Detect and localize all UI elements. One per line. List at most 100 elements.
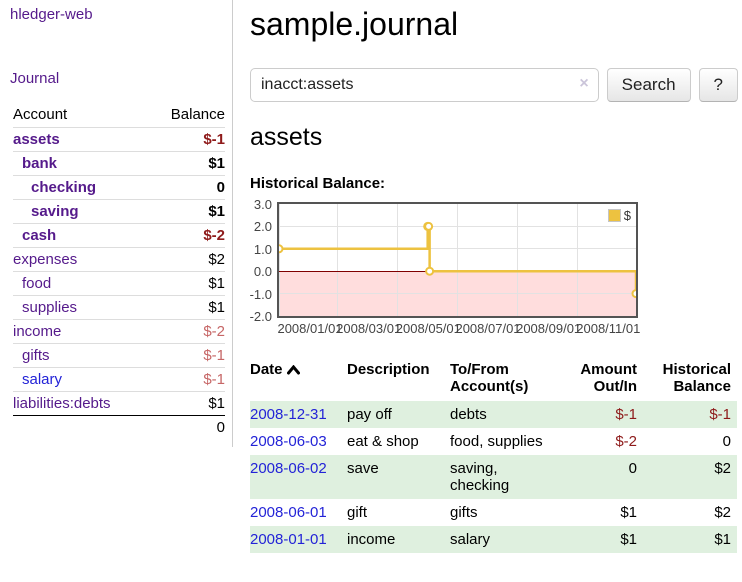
register-table: Date Description To/From Account(s) Amou… (250, 359, 737, 553)
main-content: sample.journal × Search ? assets Histori… (250, 0, 738, 553)
gridline (576, 204, 578, 316)
transaction-balance: $2 (714, 504, 731, 521)
account-row: gifts $-1 (13, 343, 225, 368)
transaction-accounts: saving, checking (450, 455, 562, 499)
transaction-date-link[interactable]: 2008-06-02 (250, 460, 327, 477)
gridline (337, 204, 339, 316)
account-link-cash[interactable]: cash (22, 227, 57, 244)
y-tick-label: 0.0 (253, 264, 272, 280)
data-point-marker (279, 244, 284, 254)
x-tick-label: 2008/09/01 (516, 321, 582, 336)
account-balance: $1 (149, 295, 225, 320)
x-tick-label: 2008/07/01 (455, 321, 521, 336)
account-link-gifts[interactable]: gifts (22, 347, 50, 364)
transaction-amount: $1 (620, 504, 637, 521)
page-title: sample.journal (250, 6, 459, 42)
app-brand-link[interactable]: hledger-web (10, 6, 93, 23)
register-row: 2008-06-02 save saving, checking 0 $2 (250, 455, 737, 499)
sidebar: hledger-web Journal Account Balance asse… (0, 0, 233, 447)
account-link-expenses[interactable]: expenses (13, 251, 78, 268)
account-balance: $-1 (149, 127, 225, 152)
data-point-marker (631, 289, 636, 299)
account-link-saving[interactable]: saving (31, 203, 79, 220)
account-link-assets[interactable]: assets (13, 131, 60, 148)
account-link-salary[interactable]: salary (22, 371, 63, 388)
register-header-balance: Historical Balance (662, 361, 731, 395)
clear-search-icon[interactable]: × (579, 75, 589, 92)
account-balance: $1 (149, 151, 225, 176)
transaction-amount: $-1 (562, 401, 643, 428)
x-tick-label: 2008/11/01 (576, 321, 641, 336)
chart-x-axis: 2008/01/01 2008/03/01 2008/05/01 2008/07/01… (277, 318, 667, 336)
account-balance: $-1 (149, 343, 225, 368)
sidebar-item-journal[interactable]: Journal (10, 70, 60, 87)
account-link-liabilities-debts[interactable]: liabilities:debts (13, 395, 111, 412)
accounts-total-value: 0 (13, 415, 225, 439)
x-tick-label: 2008/05/01 (395, 321, 461, 336)
register-header-row: Date Description To/From Account(s) Amou… (250, 359, 737, 401)
accounts-header-account: Account (13, 106, 68, 123)
gridline (396, 204, 398, 316)
transaction-date-link[interactable]: 2008-06-03 (250, 433, 327, 450)
account-balance: $-2 (149, 223, 225, 248)
register-header-description: Description (347, 361, 430, 378)
x-tick-label: 2008/03/01 (336, 321, 402, 336)
transaction-balance: $-1 (643, 401, 737, 428)
account-link-bank[interactable]: bank (22, 155, 58, 172)
transaction-description: gift (347, 504, 368, 521)
y-tick-label: 1.0 (253, 241, 272, 257)
account-row: food $1 (13, 271, 225, 296)
legend-swatch-icon (607, 209, 621, 222)
transaction-date-link[interactable]: 2008-06-01 (250, 504, 327, 521)
account-row: assets $-1 (13, 127, 225, 152)
register-row: 2008-01-01 income salary $1 $1 (250, 526, 737, 553)
account-row: cash $-2 (13, 223, 225, 248)
register-row: 2008-12-31 pay off debts $-1 $-1 (250, 401, 737, 428)
account-row: saving $1 (13, 199, 225, 224)
account-link-food[interactable]: food (22, 275, 52, 292)
account-row: bank $1 (13, 151, 225, 176)
chart-legend: $ (607, 208, 631, 223)
search-input[interactable] (250, 68, 599, 102)
transaction-date-link[interactable]: 2008-12-31 (250, 406, 327, 423)
data-point-marker (424, 221, 434, 231)
register-header-date[interactable]: Date (250, 359, 347, 401)
gridline (279, 293, 636, 295)
gridline (517, 204, 519, 316)
account-link-income[interactable]: income (13, 323, 62, 340)
transaction-accounts: debts (450, 401, 562, 428)
data-point-marker (425, 266, 435, 276)
accounts-header-balance: Balance (170, 106, 225, 123)
register-row: 2008-06-01 gift gifts $1 $2 (250, 499, 737, 526)
gridline (279, 225, 636, 227)
help-button[interactable]: ? (698, 68, 738, 102)
transaction-description: income (347, 526, 450, 553)
account-row: supplies $1 (13, 295, 225, 320)
balance-series (279, 221, 636, 299)
sort-ascending-icon (286, 362, 300, 379)
y-tick-label: 2.0 (253, 219, 272, 235)
transaction-balance: 0 (722, 433, 731, 450)
account-row: liabilities:debts $1 (13, 391, 225, 416)
chart-plot: $ (277, 202, 638, 318)
account-row: income $-2 (13, 319, 225, 344)
search-form: × Search ? (250, 68, 738, 102)
y-tick-label: -1.0 (249, 286, 272, 302)
chart-title: Historical Balance: (250, 175, 386, 192)
account-link-checking[interactable]: checking (31, 179, 97, 196)
account-balance: $1 (149, 391, 225, 416)
account-link-supplies[interactable]: supplies (22, 299, 78, 316)
transaction-accounts: gifts (450, 504, 478, 521)
register-header-accounts: To/From Account(s) (450, 361, 529, 395)
transaction-accounts: food, supplies (450, 433, 543, 450)
account-balance: 0 (149, 175, 225, 200)
balance-chart: 3.0 2.0 1.0 0.0 -1.0 -2.0 $ 2008/01/01 2008/03… (246, 197, 641, 336)
transaction-date-link[interactable]: 2008-01-01 (250, 531, 327, 548)
accounts-table: Account Balance assets $-1 bank $1 check… (13, 106, 225, 439)
y-tick-label: -2.0 (249, 309, 272, 324)
search-button[interactable]: Search (606, 68, 691, 102)
transaction-amount: $-2 (615, 433, 637, 450)
gridline (279, 204, 280, 316)
gridline (456, 204, 458, 316)
x-tick-label: 2008/01/01 (277, 321, 343, 336)
